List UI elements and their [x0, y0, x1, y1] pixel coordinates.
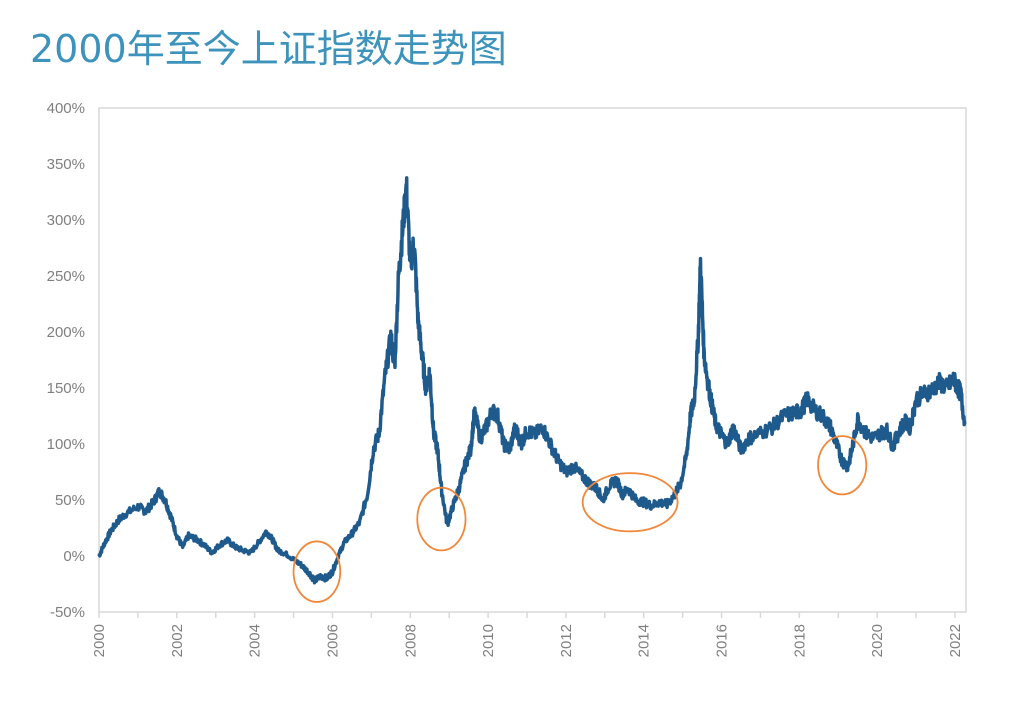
y-tick-label: 100%: [47, 436, 85, 453]
x-tick-label: 2014: [636, 624, 653, 657]
chart-title: 2000年至今上证指数走势图: [30, 27, 507, 71]
axes: -50% 0% 50% 100% 150% 200% 250% 300% 350% 400% 200…: [47, 100, 967, 657]
y-tick-label: 400%: [47, 100, 85, 117]
x-tick-label: 2008: [402, 624, 419, 657]
x-tick-label: 2004: [247, 624, 264, 657]
annotation-ellipse: [581, 472, 679, 533]
annotation-ellipse: [817, 435, 868, 496]
x-tick-label: 2022: [947, 624, 964, 657]
y-tick-label: 250%: [47, 268, 85, 285]
x-tick-label: 2012: [558, 624, 575, 657]
y-tick-label: 150%: [47, 380, 85, 397]
plot-area: [97, 176, 967, 585]
y-tick-label: 300%: [47, 212, 85, 229]
x-tick-label: 2018: [791, 624, 808, 657]
x-tick-label: 2002: [169, 624, 186, 657]
y-tick-label: 200%: [47, 324, 85, 341]
series-line: [97, 176, 967, 585]
y-tick-label: 50%: [55, 492, 85, 509]
y-tick-label: 350%: [47, 156, 85, 173]
annotation-ellipse: [292, 540, 342, 603]
x-tick-label: 2010: [480, 624, 497, 657]
x-tick-label: 2020: [869, 624, 886, 657]
annotations: [292, 435, 868, 603]
annotation-ellipse: [416, 486, 467, 552]
x-tick-label: 2016: [714, 624, 731, 657]
y-tick-label: 0%: [63, 548, 85, 565]
x-tick-label: 2006: [324, 624, 341, 657]
x-tick-label: 2000: [91, 624, 108, 657]
y-tick-label: -50%: [50, 604, 85, 621]
plot-frame: [98, 107, 967, 613]
